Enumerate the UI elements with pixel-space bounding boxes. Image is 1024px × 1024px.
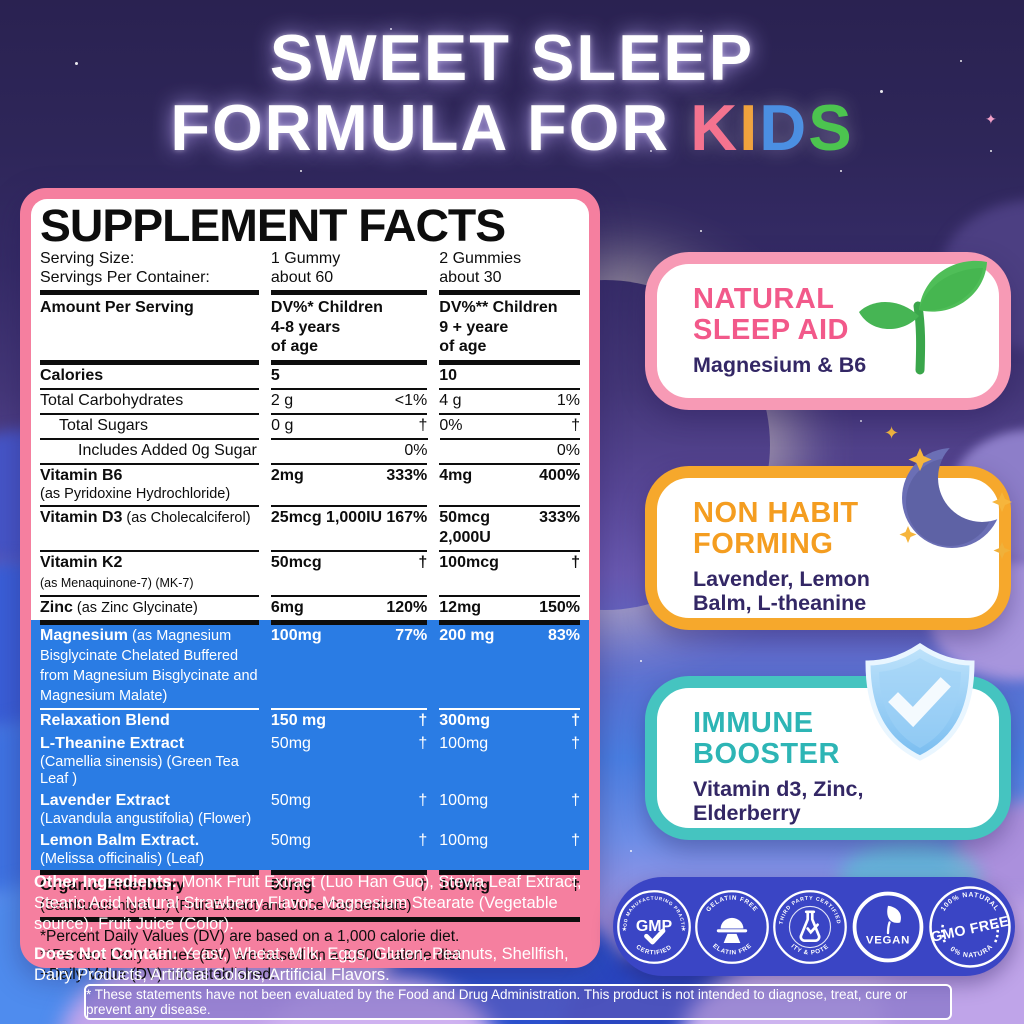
fda-disclaimer: * These statements have not been evaluat… bbox=[84, 984, 952, 1020]
star-icon bbox=[180, 120, 182, 122]
feature-card-natural-sleep-aid: NATURAL SLEEP AID Magnesium & B6 bbox=[645, 252, 1011, 410]
star-icon bbox=[880, 90, 883, 93]
divider bbox=[40, 916, 580, 922]
star-icon bbox=[650, 150, 652, 152]
table-row: Organic Elderberry 50mg † 100mg † bbox=[40, 869, 580, 898]
table-header: Amount Per Serving DV%* Children 4-8 year… bbox=[40, 295, 580, 360]
sparkle-star-icon: ✦ bbox=[985, 111, 997, 127]
sparkle-star-icon: ✦ bbox=[884, 423, 900, 443]
svg-text:★: ★ bbox=[681, 925, 686, 932]
svg-text:CERTIFIED: CERTIFIED bbox=[635, 943, 674, 956]
title-letter: D bbox=[759, 91, 809, 165]
svg-text:GMO FREE: GMO FREE bbox=[930, 913, 1011, 945]
seal-gmp-check-icon: GOOD MANUFACTURING PRACTICECERTIFIEDGMP★… bbox=[616, 889, 691, 964]
table-row: Vitamin B6 (as Pyridoxine Hydrochloride) 2… bbox=[40, 462, 580, 505]
serving-col2: 1 Gummy about 60 bbox=[270, 250, 341, 287]
certification-seal-bar: GOOD MANUFACTURING PRACTICECERTIFIEDGMP★… bbox=[613, 877, 1015, 976]
title-letter: K bbox=[690, 91, 740, 165]
table-row: Lavender Extract (Lavandula angustifolia)… bbox=[31, 789, 589, 830]
star-icon bbox=[700, 230, 702, 232]
star-icon bbox=[582, 56, 585, 59]
star-icon bbox=[990, 150, 992, 152]
table-row: Relaxation Blend 150 mg † 300mg † bbox=[31, 707, 589, 733]
does-not-contain: Does Not Contain: Yeast, Wheat, Milk, Eg… bbox=[34, 945, 569, 984]
star-icon bbox=[640, 660, 642, 662]
table-row: Lemon Balm Extract. (Melissa officinalis)… bbox=[31, 829, 589, 870]
title-line2: FORMULA FOR KIDS bbox=[0, 92, 1024, 164]
moon-stars-icon bbox=[890, 430, 1024, 580]
shield-check-icon bbox=[848, 640, 993, 785]
svg-text:VEGAN: VEGAN bbox=[866, 934, 910, 946]
serving-col3: 2 Gummies about 30 bbox=[439, 250, 522, 287]
card-subtitle: Lavender, Lemon Balm, L-theanine bbox=[693, 566, 870, 615]
seal-jelly-icon: GELATIN FREEGELATIN FREE bbox=[694, 889, 769, 964]
does-not-contain-label: Does Not Contain: bbox=[34, 945, 178, 963]
star-icon bbox=[630, 850, 632, 852]
page-title: SWEET SLEEP FORMULA FOR KIDS bbox=[0, 21, 1024, 164]
star-icon bbox=[300, 170, 302, 172]
card-title: NON HABIT FORMING bbox=[693, 497, 859, 561]
seedling-icon bbox=[845, 248, 995, 383]
supplement-facts-table: SUPPLEMENT FACTS Serving Size: Servings P… bbox=[31, 199, 589, 983]
table-row: Zinc (as Zinc Glycinate) 6mg 120% 12mg 150% bbox=[40, 594, 580, 620]
table-row: Total Sugars 0 g † 0% † bbox=[40, 412, 581, 438]
header-dv-children-4-8: DV%* Children 4-8 years of age bbox=[270, 299, 383, 355]
star-icon bbox=[75, 62, 78, 65]
table-row: Vitamin K2 (as Menaquinone-7) (MK-7) 50mc… bbox=[40, 549, 580, 595]
card-title: NATURAL SLEEP AID bbox=[693, 283, 849, 347]
title-kids-colored: KIDS bbox=[690, 91, 853, 164]
ingredients-section: Other Ingredients: Monk Fruit Extract (L… bbox=[34, 872, 586, 995]
title-line1: SWEET SLEEP bbox=[269, 21, 755, 94]
title-letter: S bbox=[808, 91, 854, 165]
footnotes: *Percent Daily Values (DV) are based on … bbox=[40, 927, 462, 983]
title-letter: I bbox=[739, 91, 760, 165]
supplement-facts-panel: SUPPLEMENT FACTS Serving Size: Servings P… bbox=[20, 188, 600, 984]
star-icon bbox=[840, 170, 842, 172]
header-dv-children-9plus: DV%** Children 9 + yeare of age bbox=[439, 299, 558, 355]
star-icon bbox=[960, 60, 962, 62]
card-title: IMMUNE BOOSTER bbox=[693, 707, 840, 771]
svg-text:★: ★ bbox=[622, 925, 627, 932]
other-ingredients: Other Ingredients: Monk Fruit Extract (L… bbox=[34, 873, 582, 933]
card-subtitle: Magnesium & B6 bbox=[693, 352, 867, 377]
seal-wheat-icon: 100% NATURAL100% NATURALGMO FREE bbox=[928, 885, 1011, 968]
other-ingredients-label: Other Ingredients: bbox=[34, 873, 178, 891]
table-row: Vitamin D3 (as Cholecalciferol) 25mcg 1,0… bbox=[40, 504, 580, 550]
serving-labels: Serving Size: Servings Per Container: bbox=[40, 250, 210, 287]
star-icon bbox=[700, 30, 702, 32]
serving-info: Serving Size: Servings Per Container: 1 G… bbox=[40, 249, 580, 287]
card-subtitle: Vitamin d3, Zinc, Elderberry bbox=[693, 776, 864, 825]
table-row: L-Theanine Extract (Camellia sinensis) (G… bbox=[31, 732, 589, 790]
table-row: Total Carbohydrates 2 g <1% 4 g 1% bbox=[40, 387, 580, 413]
star-icon bbox=[390, 28, 392, 30]
table-row: Calories 5 10 bbox=[40, 359, 580, 388]
divider bbox=[40, 290, 580, 296]
seal-flask-check-icon: THIRD PARTY CERTIFIEDPURITY & POTENCY bbox=[772, 889, 847, 964]
table-row: Magnesium (as Magnesium Bisglycinate Che… bbox=[31, 619, 589, 708]
star-icon bbox=[860, 420, 862, 422]
svg-text:GMP: GMP bbox=[636, 917, 673, 934]
row-sub-text: (Sambucus nigra L.) (Fruit Extract and J… bbox=[40, 897, 412, 914]
title-line2-prefix: FORMULA FOR bbox=[170, 91, 691, 165]
supplement-facts-heading: SUPPLEMENT FACTS bbox=[40, 200, 506, 251]
table-row: Includes Added 0g Sugar 0% 0% bbox=[40, 437, 580, 463]
header-amount-per-serving: Amount Per Serving bbox=[40, 299, 194, 317]
seal-leaf-icon: VEGAN bbox=[852, 891, 924, 962]
